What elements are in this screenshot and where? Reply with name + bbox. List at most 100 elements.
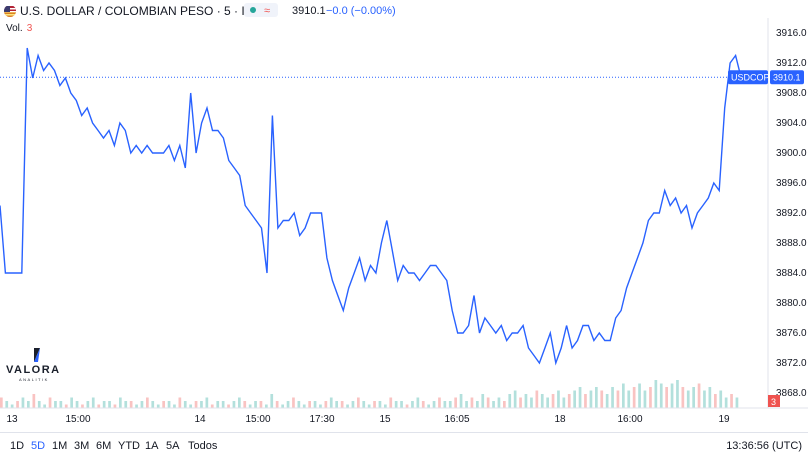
- volume-bar: [654, 380, 658, 408]
- volume-bar: [297, 401, 301, 408]
- price-tick-label: 3904.0: [776, 118, 807, 129]
- volume-bar: [508, 394, 512, 408]
- volume-bar: [611, 387, 614, 408]
- volume-bar: [546, 397, 549, 408]
- volume-bar: [616, 390, 620, 408]
- volume-bar: [557, 390, 560, 408]
- range-5d-button[interactable]: 5D: [31, 440, 46, 452]
- range-1m-button[interactable]: 1M: [52, 440, 68, 452]
- volume-label: Vol.: [6, 23, 23, 34]
- volume-bar: [54, 401, 57, 408]
- volume-bar: [146, 397, 149, 408]
- volume-bar: [346, 404, 349, 408]
- volume-bar: [183, 401, 187, 408]
- approx-icon: ≈: [264, 5, 270, 17]
- volume-bar: [686, 390, 690, 408]
- volume-bar: [194, 401, 198, 408]
- volume-bar: [324, 401, 328, 408]
- volume-bar: [421, 401, 425, 408]
- volume-bar: [200, 401, 203, 408]
- price-tick-label: 3916.0: [776, 28, 807, 39]
- volume-bar: [562, 397, 566, 408]
- utc-clock[interactable]: 13:36:56 (UTC): [726, 440, 802, 452]
- price-tick-label: 3888.0: [776, 238, 807, 249]
- volume-bar: [162, 401, 165, 408]
- range-3m-button[interactable]: 3M: [74, 440, 90, 452]
- volume-bar: [676, 380, 679, 408]
- time-tick-label: 13: [6, 414, 18, 425]
- volume-bar: [567, 394, 571, 408]
- range-5a-button[interactable]: 5A: [166, 440, 180, 452]
- volume-bar: [329, 397, 333, 408]
- price-axis[interactable]: 3916.0 3912.0 3908.0 3904.0 3900.0 3896.0 3892…: [776, 28, 807, 399]
- time-tick-label: 19: [718, 414, 730, 425]
- chart-header: U.S. DOLLAR / COLOMBIAN PESO · 5 · ICE ≈…: [0, 0, 808, 22]
- market-status-badge[interactable]: ≈: [244, 3, 278, 20]
- volume-bar: [384, 404, 387, 408]
- volume-bar: [416, 397, 420, 408]
- volume-bar: [578, 387, 582, 408]
- volume-badge-value: 3: [771, 397, 776, 407]
- volume-bar: [178, 397, 182, 408]
- time-axis[interactable]: 13 15:00 14 15:00 17:30 15 16:05 18 16:00 19: [6, 414, 730, 425]
- range-1a-button[interactable]: 1A: [145, 440, 159, 452]
- volume-bar: [362, 401, 366, 408]
- volume-bar: [519, 397, 522, 408]
- volume-bar: [5, 401, 9, 408]
- us-flag-icon: [4, 5, 16, 17]
- volume-bar: [503, 401, 506, 408]
- volume-bar: [0, 397, 3, 408]
- volume-bar: [319, 404, 322, 408]
- volume-bar: [48, 397, 52, 408]
- volume-bar: [486, 397, 490, 408]
- volume-bar: [411, 401, 414, 408]
- volume-bar: [238, 397, 241, 408]
- volume-bar: [16, 401, 19, 408]
- volume-bar: [75, 401, 79, 408]
- volume-bar: [221, 401, 225, 408]
- volume-bar: [308, 401, 311, 408]
- volume-bar: [530, 397, 533, 408]
- volume-bar: [167, 401, 171, 408]
- time-tick-label: 15:00: [65, 414, 90, 425]
- price-tick-label: 3880.0: [776, 298, 807, 309]
- volume-bar: [595, 387, 598, 408]
- volume-bar: [649, 387, 652, 408]
- price-tick-label: 3912.0: [776, 58, 807, 69]
- volume-bar: [730, 394, 733, 408]
- volume-bar: [286, 401, 290, 408]
- volume-bar: [37, 401, 41, 408]
- symbol-title[interactable]: U.S. DOLLAR / COLOMBIAN PESO · 5 · ICE: [20, 4, 262, 18]
- volume-bar: [81, 404, 84, 408]
- volume-bar: [459, 394, 463, 408]
- volume-bar: [59, 401, 63, 408]
- time-tick-label: 14: [194, 414, 206, 425]
- volume-bar: [632, 387, 636, 408]
- header-change: −0.0 (−0.00%): [326, 5, 396, 17]
- range-toolbar: 1D 5D 1M 3M 6M YTD 1A 5A Todos 13:36:56 …: [0, 432, 808, 461]
- volume-bar: [259, 401, 263, 408]
- volume-bar: [497, 397, 501, 408]
- volume-bar: [465, 401, 468, 408]
- volume-bar: [697, 383, 701, 408]
- volume-bar: [91, 397, 95, 408]
- volume-bar: [389, 397, 393, 408]
- volume-bar: [394, 401, 398, 408]
- volume-bar: [708, 387, 712, 408]
- range-todos-button[interactable]: Todos: [188, 440, 218, 452]
- volume-legend[interactable]: Vol. 3: [6, 23, 32, 34]
- price-tick-label: 3908.0: [776, 88, 807, 99]
- price-tick-label: 3896.0: [776, 178, 807, 189]
- volume-bar: [454, 397, 457, 408]
- volume-bar: [584, 394, 587, 408]
- volume-bar: [302, 404, 306, 408]
- range-ytd-button[interactable]: YTD: [118, 440, 140, 452]
- range-1d-button[interactable]: 1D: [10, 440, 25, 452]
- volume-bar: [254, 401, 257, 408]
- volume-bar: [340, 401, 344, 408]
- volume-bar: [21, 397, 25, 408]
- price-chart[interactable]: 3916.0 3912.0 3908.0 3904.0 3900.0 3896.0 3892…: [0, 0, 808, 432]
- range-6m-button[interactable]: 6M: [96, 440, 112, 452]
- volume-bar: [378, 401, 382, 408]
- volume-bar: [659, 383, 663, 408]
